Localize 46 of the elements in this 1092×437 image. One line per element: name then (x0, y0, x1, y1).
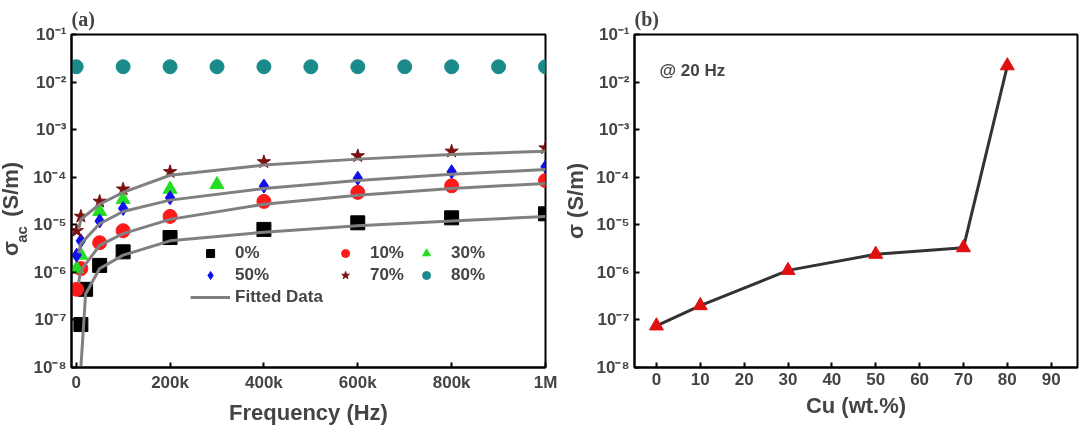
x-tick-label: 800k (432, 372, 472, 392)
y-tick-label: 10⁻⁷ (34, 310, 67, 330)
y-tick-label: 10⁻⁴ (33, 167, 67, 187)
y-tick-label: 10⁻² (598, 72, 630, 92)
legend-label: 0% (235, 243, 260, 263)
y-tick-label: 10⁻¹ (598, 25, 630, 44)
legend-label: 30% (450, 243, 485, 263)
x-tick-label: 200k (151, 372, 190, 392)
legend-label: 80% (450, 265, 485, 285)
y-tick-label: 10⁻² (35, 72, 67, 92)
x-tick-label: 0 (71, 372, 81, 392)
x-tick-label: 20 (734, 369, 754, 389)
x-tick-label: 10 (690, 369, 710, 389)
x-tick-label: 60 (910, 369, 930, 389)
x-tick-label: 400k (245, 372, 284, 392)
x-axis-title: Cu (wt.%) (805, 392, 907, 418)
y-tick-label: 10⁻⁵ (33, 215, 67, 235)
y-tick-label: 10⁻⁵ (596, 215, 630, 235)
annotation: @ 20 Hz (659, 60, 726, 80)
x-tick-label: 1M (533, 372, 558, 392)
x-tick-label: 40 (822, 369, 842, 389)
x-tick-label: 90 (1041, 369, 1061, 389)
y-tick-label: 10⁻⁶ (596, 262, 630, 282)
y-tick-label: 10⁻⁸ (33, 358, 67, 377)
y-tick-label: 10⁻⁷ (597, 310, 630, 330)
legend-label: 50% (235, 265, 270, 285)
x-tick-label: 70 (954, 369, 973, 389)
x-tick-label: 600k (338, 372, 378, 392)
x-tick-label: 0 (651, 369, 662, 389)
y-axis-title: σac (S/m) (0, 161, 30, 256)
y-tick-label: 10⁻⁶ (33, 262, 67, 282)
y-tick-label: 10⁻³ (35, 120, 67, 140)
y-tick-label: 10⁻⁸ (596, 358, 630, 377)
chart-title: (a) (71, 7, 95, 31)
y-tick-label: 10⁻⁴ (596, 167, 630, 187)
x-tick-label: 50 (866, 369, 886, 389)
y-tick-label: 10⁻¹ (35, 25, 67, 44)
legend-label: 10% (369, 243, 404, 263)
legend-label: 70% (369, 265, 404, 285)
legend-label: Fitted Data (235, 287, 323, 307)
x-tick-label: 80 (997, 369, 1017, 389)
x-axis-title: Frequency (Hz) (229, 399, 388, 425)
y-tick-label: 10⁻³ (598, 120, 630, 140)
x-tick-label: 30 (778, 369, 798, 389)
chart-title: (b) (634, 7, 659, 31)
y-axis-title: σ (S/m) (563, 162, 589, 240)
